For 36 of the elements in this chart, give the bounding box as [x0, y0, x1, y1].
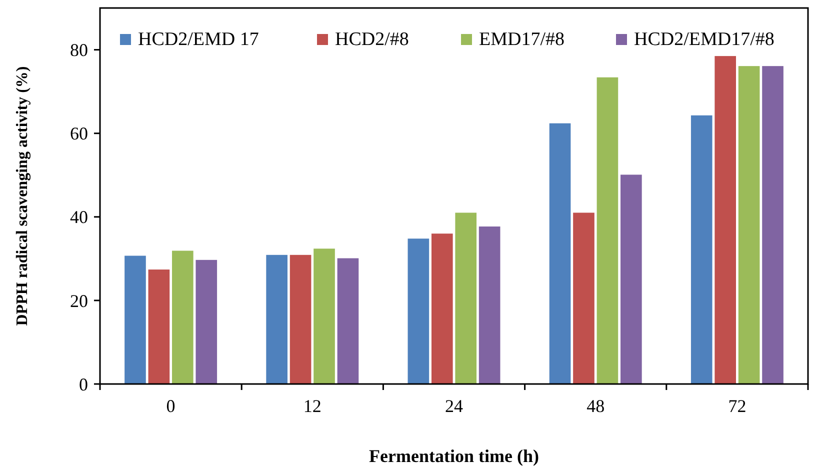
bar	[714, 56, 736, 384]
bar	[573, 212, 594, 384]
x-tick-label: 24	[445, 396, 463, 416]
legend-label: HCD2/#8	[335, 29, 409, 50]
bar	[690, 115, 712, 384]
x-tick-label: 72	[728, 396, 746, 416]
legend-label: HCD2/EMD 17	[138, 29, 259, 50]
legend-label: HCD2/EMD17/#8	[634, 29, 774, 50]
bar	[266, 254, 288, 384]
bar	[431, 234, 453, 384]
bar	[596, 77, 618, 384]
bar	[124, 256, 146, 384]
y-axis-title: DPPH radical scavenging activity (%)	[14, 66, 31, 326]
bar	[738, 66, 760, 384]
bar	[290, 254, 312, 384]
x-axis-title: Fermentation time (h)	[369, 446, 539, 466]
x-tick-label: 12	[303, 396, 322, 416]
bar	[549, 123, 571, 384]
bar	[620, 174, 642, 384]
bar	[172, 250, 194, 384]
y-tick-label: 0	[79, 374, 88, 394]
bar	[148, 270, 170, 384]
y-tick-label: 80	[70, 40, 88, 60]
bar	[337, 258, 359, 384]
y-tick-label: 60	[70, 124, 88, 144]
bar	[408, 238, 430, 384]
bar	[455, 212, 477, 384]
bar	[478, 226, 500, 384]
bar	[196, 260, 218, 384]
bar	[762, 66, 784, 384]
legend-label: EMD17/#8	[479, 29, 564, 50]
bar	[314, 248, 335, 384]
x-tick-label: 48	[586, 396, 605, 416]
y-tick-label: 20	[70, 290, 88, 311]
y-tick-label: 40	[70, 207, 88, 228]
x-tick-label: 0	[166, 396, 176, 416]
